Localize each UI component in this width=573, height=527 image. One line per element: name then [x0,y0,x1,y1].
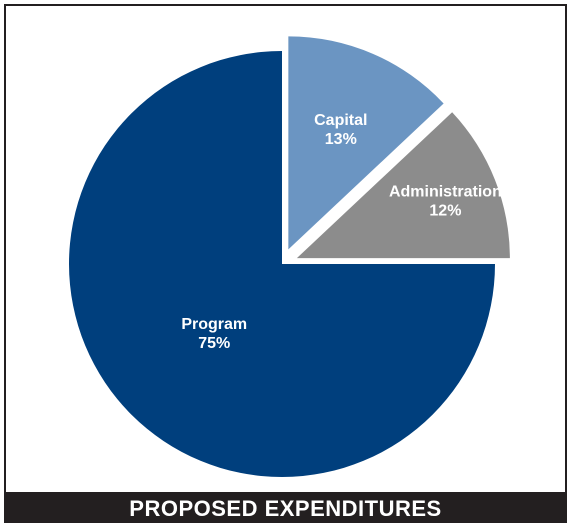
slice-label-program: Program [181,316,247,333]
chart-caption: PROPOSED EXPENDITURES [6,492,565,521]
slice-value-program: 75% [198,335,230,352]
slice-label-capital: Capital [314,112,367,129]
slice-value-capital: 13% [325,131,357,148]
slice-label-administration: Administration [389,183,502,200]
pie-slice-capital [288,36,444,250]
slice-value-administration: 12% [429,202,461,219]
pie-chart: Capital 13% Administration 12% Program 75% [6,6,565,492]
pie-slice-program [69,51,495,477]
pie-chart-svg: Capital 13% Administration 12% Program 75% [69,36,510,477]
chart-frame: Capital 13% Administration 12% Program 75% PR… [4,4,567,523]
pie-slice-administration [296,112,510,259]
